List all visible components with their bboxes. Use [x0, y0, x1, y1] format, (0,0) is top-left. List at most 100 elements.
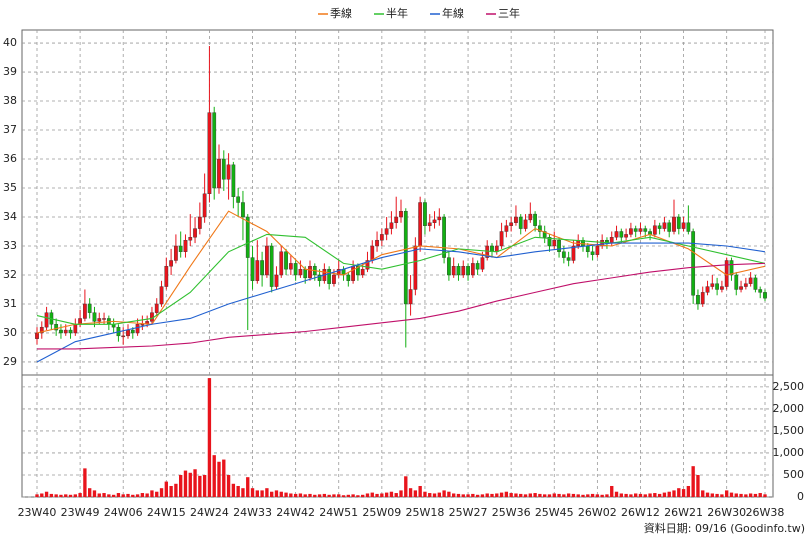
- volume-bar: [571, 493, 576, 497]
- volume-bar: [466, 494, 470, 497]
- candle-body: [241, 202, 245, 218]
- volume-bar: [523, 494, 528, 497]
- x-tick-label: 23W40: [18, 506, 57, 519]
- candle-body: [729, 260, 734, 276]
- candle-body: [370, 245, 375, 261]
- volume-bar: [64, 494, 68, 497]
- candle-body: [351, 266, 355, 281]
- volume-bar: [705, 492, 710, 497]
- candle-body: [298, 268, 303, 276]
- candle-body: [427, 222, 432, 226]
- volume-bar: [145, 493, 149, 497]
- candle-body: [643, 228, 648, 232]
- y2-tick-label: 1,500: [773, 424, 805, 437]
- volume-bar: [35, 494, 39, 497]
- volume-bar: [581, 494, 585, 497]
- volume-bar: [744, 494, 748, 497]
- y-tick-label: 40: [3, 36, 17, 49]
- volume-bar: [624, 493, 628, 497]
- candle-body: [514, 216, 518, 223]
- candle-body: [652, 225, 657, 235]
- x-tick-label: 25W18: [406, 506, 445, 519]
- candle-body: [260, 260, 264, 276]
- candle-body: [705, 286, 710, 293]
- volume-bar: [543, 494, 547, 497]
- candle-body: [739, 286, 743, 290]
- candle-body: [87, 303, 92, 313]
- volume-bar: [562, 494, 566, 497]
- candle-body: [154, 303, 159, 313]
- candle-body: [432, 219, 437, 223]
- candle-body: [73, 324, 78, 334]
- candle-body: [83, 303, 87, 319]
- candle-body: [585, 245, 590, 252]
- candle-body: [408, 289, 413, 305]
- volume-bar: [289, 493, 293, 497]
- volume-bar: [619, 493, 623, 497]
- candle-body: [274, 274, 279, 287]
- candle-body: [68, 329, 73, 334]
- volume-bar: [88, 488, 92, 497]
- legend-label: 半年: [386, 6, 408, 20]
- volume-bar: [566, 493, 571, 497]
- y-tick-label: 39: [3, 65, 17, 78]
- volume-bar: [528, 493, 532, 497]
- volume-bar: [490, 493, 494, 497]
- volume-bar: [150, 490, 154, 497]
- volume-bar: [734, 493, 738, 497]
- volume-bar: [207, 378, 212, 497]
- volume-bar: [107, 494, 111, 497]
- volume-bar: [442, 490, 446, 497]
- candle-body: [360, 268, 365, 276]
- volume-bar: [193, 469, 197, 497]
- volume-bar: [375, 493, 379, 497]
- candle-body: [303, 268, 308, 279]
- candle-body: [54, 324, 59, 331]
- candle-body: [174, 245, 178, 261]
- volume-bar: [164, 481, 168, 497]
- candle-body: [356, 266, 360, 276]
- volume-bar: [533, 493, 537, 497]
- y-tick-label: 32: [3, 268, 17, 281]
- candle-body: [480, 257, 485, 270]
- candle-body: [672, 216, 676, 232]
- volume-bar: [629, 494, 633, 497]
- candle-body: [485, 245, 490, 258]
- volume-bar: [116, 493, 121, 497]
- volume-bar: [183, 470, 188, 497]
- volume-bar: [504, 491, 509, 497]
- candle-body: [609, 237, 614, 244]
- volume-bar: [226, 474, 231, 497]
- y-tick-label: 37: [3, 123, 17, 136]
- volume-bar: [332, 494, 336, 497]
- x-tick-label: 26W12: [621, 506, 660, 519]
- y-tick-label: 38: [3, 94, 17, 107]
- candle-body: [217, 158, 221, 189]
- volume-bar: [59, 494, 63, 497]
- candle-body: [542, 231, 547, 238]
- candle-body: [456, 266, 461, 276]
- volume-bar: [236, 485, 240, 497]
- candle-body: [743, 283, 748, 287]
- candle-body: [590, 251, 595, 255]
- volume-bar: [121, 494, 125, 497]
- volume-bar: [729, 492, 734, 497]
- legend-label: 季線: [330, 6, 352, 20]
- volume-bar: [437, 492, 441, 497]
- volume-bar: [78, 493, 82, 497]
- candle-body: [126, 329, 130, 337]
- candle-body: [691, 231, 696, 296]
- x-tick-label: 24W33: [233, 506, 272, 519]
- candle-body: [188, 237, 193, 241]
- volume-bar: [480, 494, 485, 497]
- x-tick-label: 26W38: [746, 506, 785, 519]
- volume-bar: [595, 494, 600, 497]
- volume-bar: [284, 492, 288, 497]
- volume-bar: [140, 493, 145, 497]
- y2-tick-label: 500: [783, 468, 804, 481]
- volume-bar: [274, 490, 279, 497]
- candle-body: [734, 274, 739, 290]
- volume-bar: [260, 490, 264, 497]
- volume-bar: [418, 485, 422, 497]
